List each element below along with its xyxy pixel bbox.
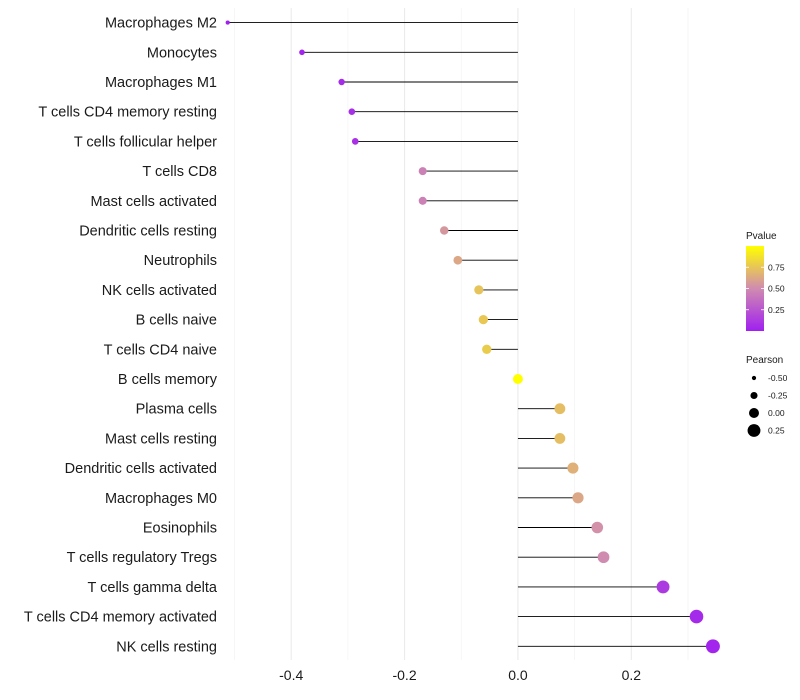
dot-10 xyxy=(478,314,488,325)
category-labels: Macrophages M2 Monocytes Macrophages M1 T c… xyxy=(24,16,218,656)
dot-8 xyxy=(453,255,463,265)
dot-19 xyxy=(656,580,670,594)
category-label-7: Dendritic cells resting xyxy=(79,224,217,240)
dot-0 xyxy=(225,20,230,25)
category-label-10: B cells naive xyxy=(136,313,217,329)
pearson-legend-label-1: -0.25 xyxy=(768,391,788,401)
category-label-8: Neutrophils xyxy=(144,253,217,269)
category-label-18: T cells regulatory Tregs xyxy=(67,550,217,566)
dot-6 xyxy=(418,196,427,205)
pvalue-legend-label-2: 0.75 xyxy=(768,262,785,272)
category-label-1: Monocytes xyxy=(147,45,217,61)
dot-3 xyxy=(348,108,356,116)
dot-15 xyxy=(567,462,579,474)
category-label-6: Mast cells activated xyxy=(90,194,217,210)
dot-21 xyxy=(705,639,720,654)
category-label-9: NK cells activated xyxy=(102,283,217,299)
pvalue-legend-ticks: 0.25 0.50 0.75 xyxy=(746,262,785,315)
lollipop-stems xyxy=(227,22,713,647)
pearson-legend-dot-3 xyxy=(747,424,761,437)
category-label-16: Macrophages M0 xyxy=(105,491,217,507)
dot-12 xyxy=(512,374,523,384)
pvalue-legend-title: Pvalue xyxy=(746,231,777,242)
category-label-13: Plasma cells xyxy=(136,402,217,418)
dot-14 xyxy=(554,432,566,444)
category-label-5: T cells CD8 xyxy=(142,164,217,180)
grid-lines xyxy=(234,8,689,660)
category-label-11: T cells CD4 naive xyxy=(104,342,217,358)
category-label-21: NK cells resting xyxy=(116,639,217,655)
dot-2 xyxy=(338,78,345,86)
pearson-legend-dot-2 xyxy=(749,408,759,418)
category-label-20: T cells CD4 memory activated xyxy=(24,610,217,626)
pearson-legend-dot-0 xyxy=(751,375,757,381)
pearson-legend-items: -0.50 -0.25 0.00 0.25 xyxy=(747,373,788,437)
pearson-legend-title: Pearson xyxy=(746,355,783,366)
pvalue-legend-label-1: 0.50 xyxy=(768,284,785,294)
category-label-19: T cells gamma delta xyxy=(88,580,218,596)
category-label-14: Mast cells resting xyxy=(105,431,217,447)
dot-5 xyxy=(418,167,427,176)
legend: Pvalue 0.25 0.50 0.75 Pearson -0.50 -0.25 0.… xyxy=(746,231,788,437)
x-tick-label-3: 0.2 xyxy=(622,667,642,683)
dot-17 xyxy=(591,521,604,534)
dot-11 xyxy=(482,344,492,354)
pearson-legend-label-2: 0.00 xyxy=(768,408,785,418)
pvalue-legend-label-0: 0.25 xyxy=(768,305,785,315)
dot-1 xyxy=(299,49,305,56)
dot-4 xyxy=(351,138,359,145)
pearson-legend-label-0: -0.50 xyxy=(768,373,788,383)
dot-7 xyxy=(439,226,449,235)
category-label-15: Dendritic cells activated xyxy=(65,461,217,477)
pearson-legend-dot-1 xyxy=(750,391,758,400)
dot-18 xyxy=(597,551,610,564)
pearson-legend-label-3: 0.25 xyxy=(768,426,785,436)
category-label-2: Macrophages M1 xyxy=(105,75,217,91)
category-label-3: T cells CD4 memory resting xyxy=(38,105,217,121)
x-tick-label-2: 0.0 xyxy=(508,667,528,683)
dot-13 xyxy=(554,403,566,415)
dot-20 xyxy=(689,609,704,624)
category-label-0: Macrophages M2 xyxy=(105,16,217,32)
dot-9 xyxy=(474,285,484,295)
pvalue-colorbar xyxy=(746,246,764,331)
x-axis-tick-labels: -0.4 -0.2 0.0 0.2 xyxy=(279,667,641,683)
category-label-12: B cells memory xyxy=(118,372,218,388)
x-tick-label-0: -0.4 xyxy=(279,667,303,683)
x-tick-label-1: -0.2 xyxy=(392,667,416,683)
category-label-17: Eosinophils xyxy=(143,521,217,537)
category-label-4: T cells follicular helper xyxy=(74,134,217,150)
lollipop-dots xyxy=(225,20,720,654)
dot-16 xyxy=(572,492,584,504)
